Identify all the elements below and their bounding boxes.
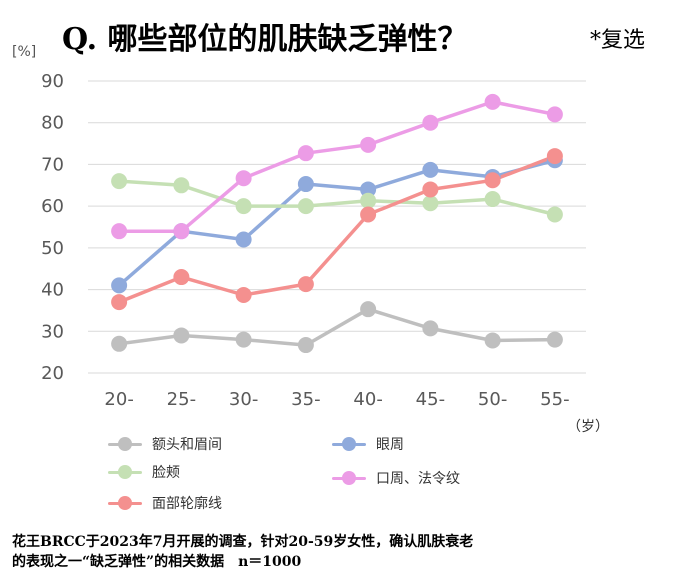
legend-swatch	[108, 465, 142, 479]
x-axis-unit: （岁）	[567, 419, 609, 435]
data-point	[360, 206, 377, 223]
data-point	[235, 286, 252, 303]
data-point	[546, 206, 563, 223]
x-tick-label: 55-	[540, 389, 569, 410]
legend-label: 面部轮廓线	[152, 496, 222, 512]
series-line	[117, 307, 557, 347]
y-tick-label: 90	[41, 71, 64, 92]
data-point	[235, 331, 252, 348]
data-point	[546, 331, 563, 348]
y-tick-label: 50	[41, 238, 64, 259]
source-note-line1: 花王BRCC于2023年7月开展的调查，针对20-59岁女性，确认肌肤衰老	[12, 534, 474, 550]
y-tick-label: 30	[41, 321, 64, 342]
data-point	[422, 181, 439, 198]
series-line	[117, 158, 557, 288]
legend-item-forehead: 额头和眉间	[108, 434, 222, 454]
x-tick-label: 40-	[353, 389, 382, 410]
source-note-line2: 的表现之一“缺乏弹性”的相关数据 n＝1000	[12, 554, 302, 570]
legend-item-eyes: 眼周	[332, 434, 404, 454]
multi-select-note: *复选	[590, 28, 646, 53]
legend-swatch	[108, 437, 142, 451]
legend-swatch	[332, 437, 366, 451]
legend-swatch	[108, 496, 142, 510]
data-point	[235, 231, 252, 248]
data-point	[422, 114, 439, 131]
series-line	[117, 179, 557, 217]
legend-swatch	[332, 471, 366, 485]
y-tick-label: 80	[41, 113, 64, 134]
data-point	[173, 269, 190, 286]
data-point	[297, 145, 314, 162]
data-point	[111, 335, 128, 352]
data-point	[484, 93, 501, 110]
series-line	[117, 154, 557, 304]
legend-label: 口周、法令纹	[376, 471, 460, 487]
data-point	[297, 337, 314, 354]
source-note: 花王BRCC于2023年7月开展的调查，针对20-59岁女性，确认肌肤衰老 的表…	[12, 532, 473, 572]
legend-item-mouth: 口周、法令纹	[332, 468, 460, 488]
data-point	[484, 172, 501, 189]
series-line	[117, 100, 557, 233]
data-point	[360, 181, 377, 198]
data-point	[422, 320, 439, 337]
y-tick-label: 20	[41, 363, 64, 384]
legend-item-cheeks: 脸颊	[108, 462, 180, 482]
data-point	[546, 148, 563, 165]
y-tick-label: 40	[41, 280, 64, 301]
y-tick-label: 70	[41, 154, 64, 175]
data-point	[422, 195, 439, 212]
data-point	[297, 176, 314, 193]
data-point	[173, 223, 190, 240]
x-tick-label: 50-	[478, 389, 507, 410]
x-tick-label: 20-	[104, 389, 133, 410]
data-point	[422, 161, 439, 178]
line-chart: 20 30 40 50 60 70 80 90 20- 25- 30- 35- 40- 45- 50- 55…	[12, 44, 586, 410]
data-point	[546, 106, 563, 123]
data-point	[484, 332, 501, 349]
data-point	[173, 327, 190, 344]
data-point	[360, 192, 377, 209]
data-point	[297, 276, 314, 293]
legend-item-jawline: 面部轮廓线	[108, 493, 222, 513]
y-tick-label: 60	[41, 196, 64, 217]
data-point	[173, 177, 190, 194]
data-point	[360, 301, 377, 318]
legend-label: 额头和眉间	[152, 437, 222, 453]
legend-label: 眼周	[376, 437, 404, 453]
x-tick-label: 25-	[167, 389, 196, 410]
y-axis-label: [%]	[12, 44, 36, 60]
data-point	[484, 191, 501, 208]
data-point	[111, 223, 128, 240]
data-point	[360, 136, 377, 153]
data-point	[111, 173, 128, 190]
data-point	[235, 198, 252, 215]
data-point	[111, 294, 128, 311]
data-point	[297, 198, 314, 215]
x-tick-label: 45-	[416, 389, 445, 410]
legend-label: 脸颊	[152, 465, 180, 481]
x-tick-label: 35-	[291, 389, 320, 410]
chart-title: Q. 哪些部位的肌肤缺乏弹性？	[62, 22, 468, 57]
x-tick-label: 30-	[229, 389, 258, 410]
data-point	[111, 277, 128, 294]
data-point	[235, 170, 252, 187]
